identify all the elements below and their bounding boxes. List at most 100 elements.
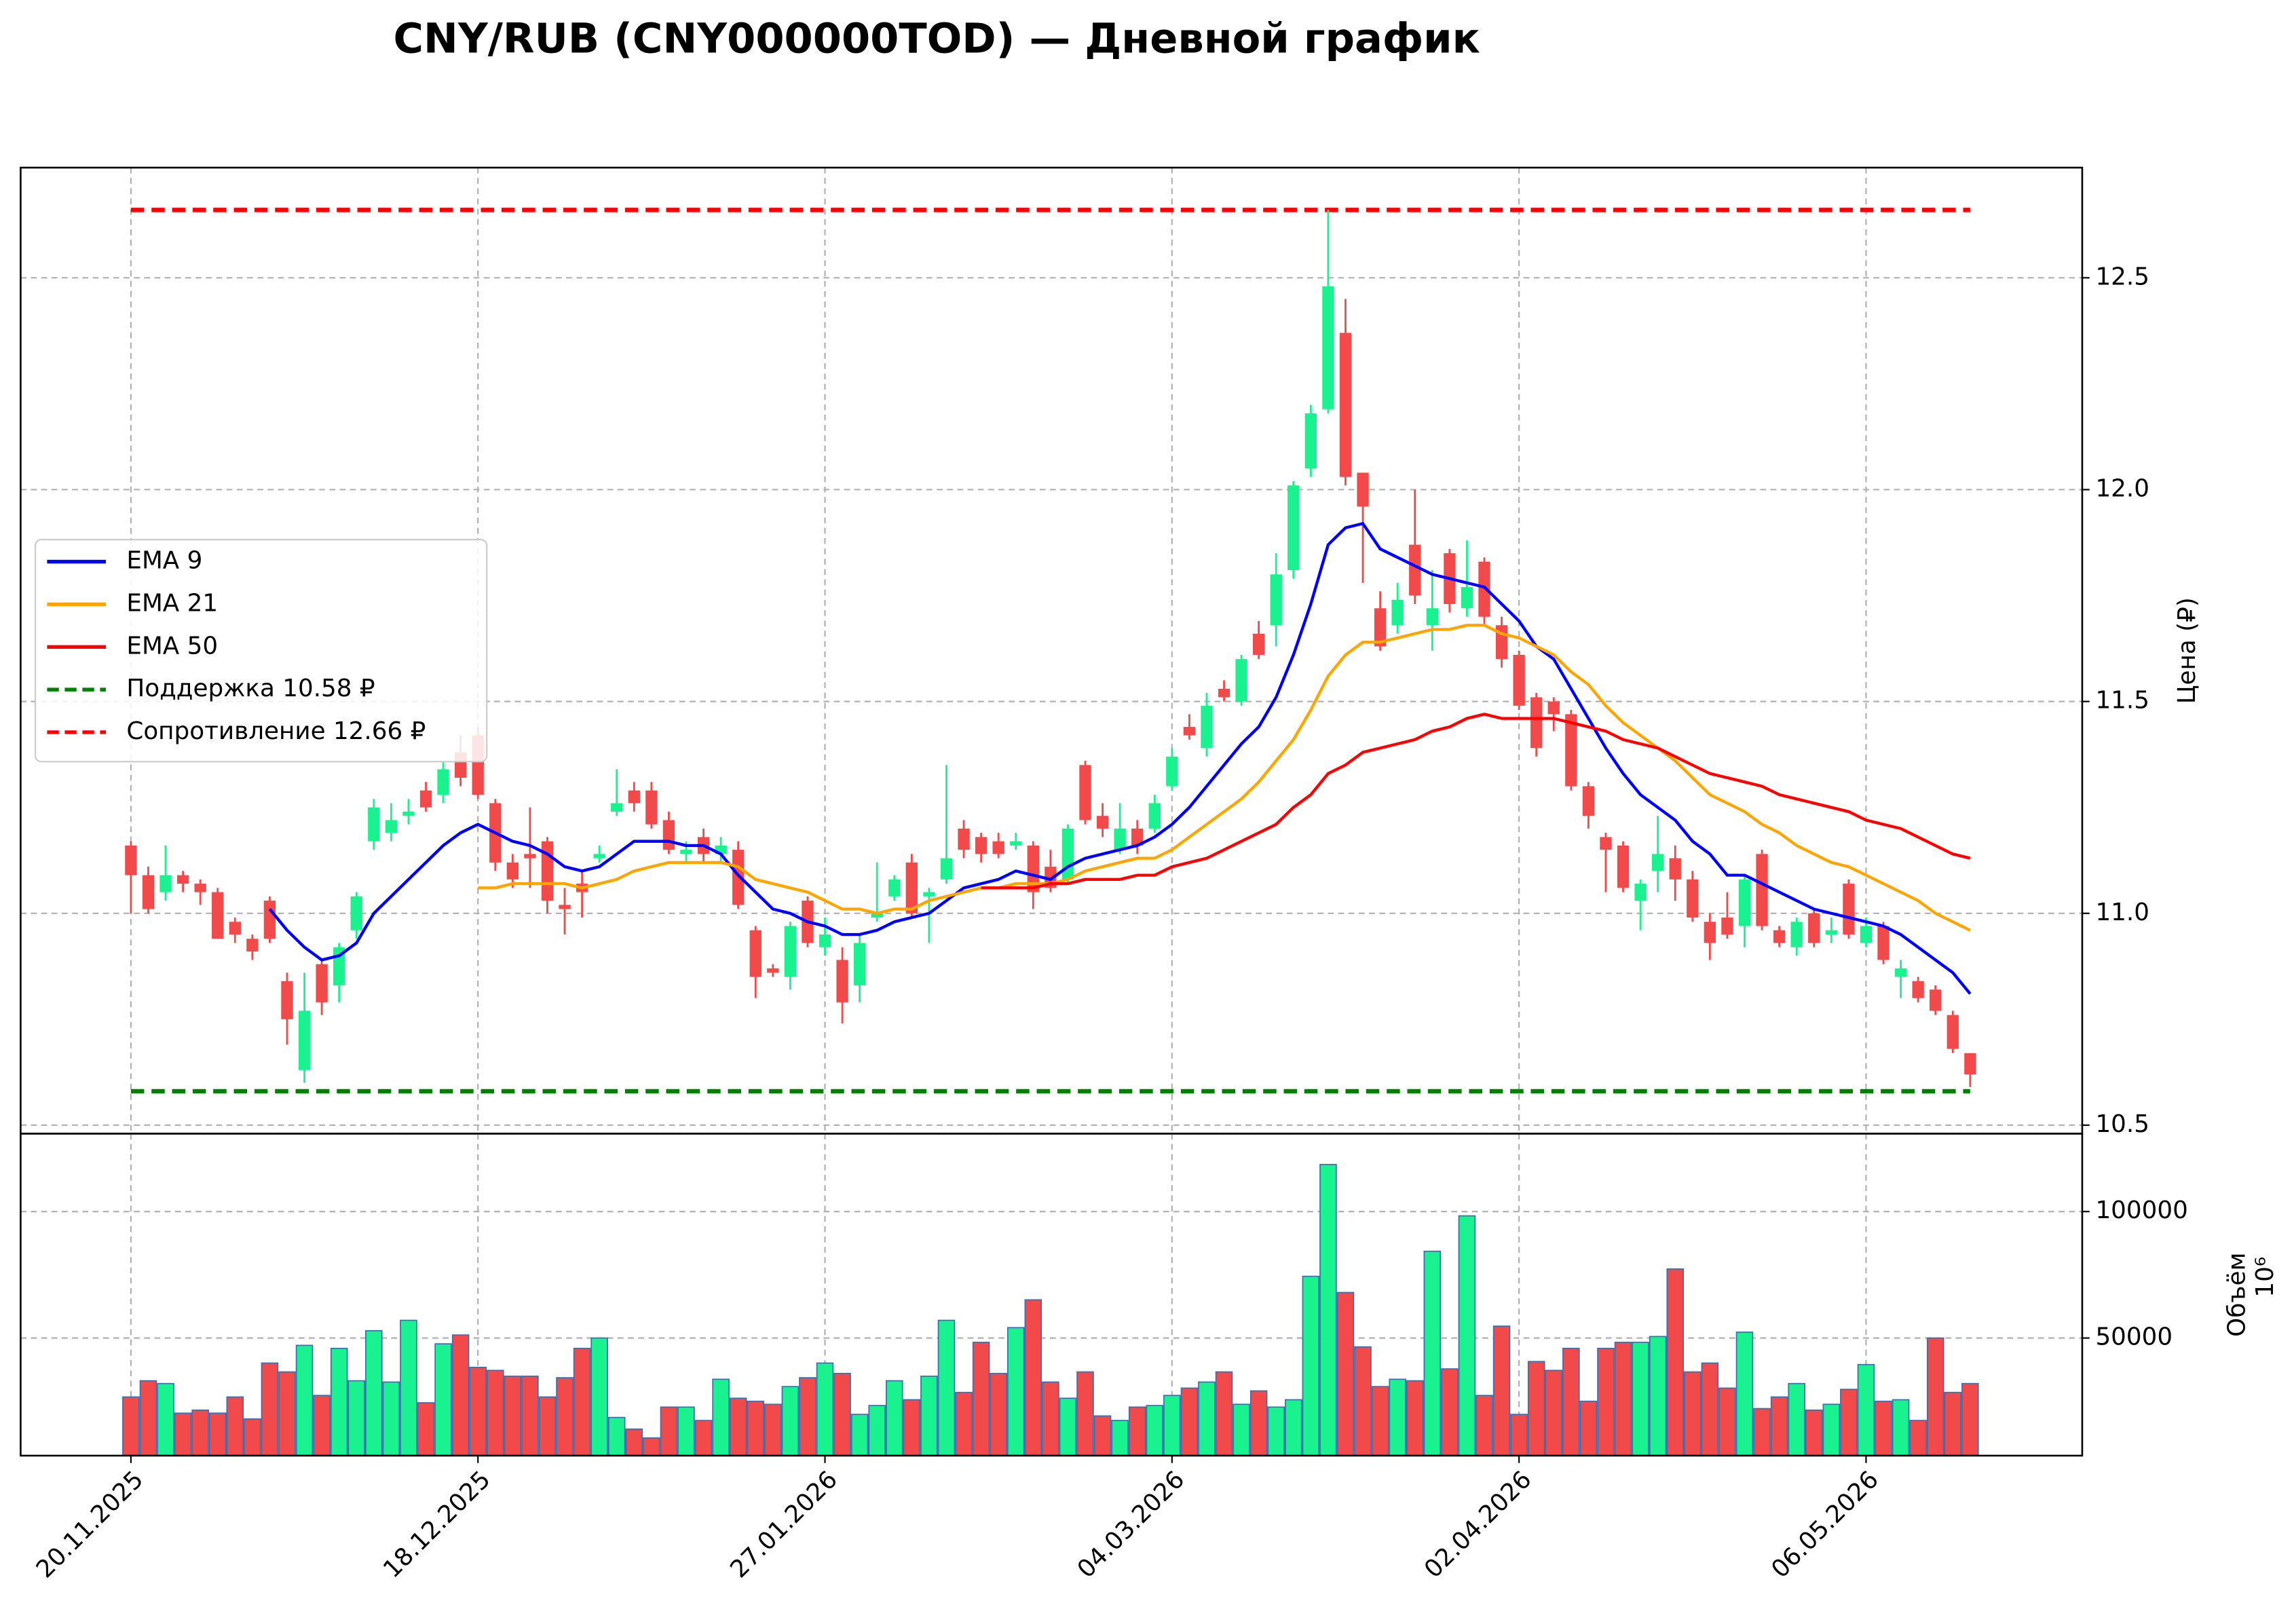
volume-bar (486, 1370, 504, 1456)
volume-bar (1649, 1336, 1667, 1456)
volume-bar (1718, 1387, 1736, 1456)
volume-bar (556, 1377, 574, 1456)
axis-offset-label: 10⁶ (2251, 1257, 2279, 1298)
candle-body (1409, 544, 1421, 596)
volume-bar (972, 1342, 990, 1456)
candle-body (1287, 485, 1300, 571)
volume-bar (955, 1391, 973, 1456)
volume-bar (920, 1376, 938, 1456)
volume-bar (295, 1344, 314, 1456)
volume-bar (1684, 1371, 1701, 1456)
candle-body (1270, 574, 1282, 626)
candle-body (1148, 803, 1161, 829)
ema-line (478, 624, 1971, 932)
volume-bar (1788, 1382, 1805, 1456)
candle-body (212, 892, 224, 939)
volume-bar (816, 1362, 834, 1456)
volume-bar (521, 1376, 539, 1456)
candle-body (1756, 854, 1768, 926)
candle-body (1843, 884, 1855, 935)
candle-body (1547, 701, 1560, 715)
candle-body (246, 939, 259, 951)
volume-bar (729, 1397, 747, 1456)
candle-body (125, 845, 137, 875)
candle-body (1304, 413, 1317, 469)
candle-body (1339, 333, 1352, 477)
candle-body (767, 968, 779, 973)
volume-bar (347, 1380, 366, 1456)
volume-bar (191, 1409, 209, 1456)
volume-bar (1926, 1337, 1944, 1456)
volume-bar (1163, 1395, 1181, 1456)
candle-body (1669, 858, 1681, 880)
candle-body (611, 803, 623, 812)
legend-label: Поддержка 10.58 ₽ (126, 675, 375, 702)
candle-body (194, 884, 206, 892)
volume-bar (747, 1400, 765, 1456)
candle-body (159, 875, 172, 892)
candle-body (628, 790, 640, 804)
candle-body (419, 790, 432, 808)
candle-body (506, 862, 519, 880)
volume-bar (1527, 1361, 1545, 1456)
candle-body (593, 854, 605, 858)
candle-body (281, 981, 293, 1019)
candle-body (1010, 841, 1022, 846)
candle-body (940, 858, 953, 880)
volume-bar (1093, 1415, 1112, 1456)
candle-body (1721, 918, 1733, 935)
candle-body (1513, 654, 1525, 706)
candle-body (1218, 688, 1230, 698)
volume-bar (885, 1380, 903, 1456)
candle-body (1235, 659, 1247, 702)
volume-bar (1285, 1399, 1302, 1456)
candle-body (1183, 727, 1196, 736)
volume-bar (1944, 1391, 1962, 1456)
candle-body (853, 943, 866, 985)
candle-body (385, 820, 398, 833)
candle-body (1374, 608, 1387, 647)
volume-bar (1233, 1403, 1250, 1456)
volume-bar (157, 1382, 174, 1456)
candle-body (1027, 845, 1039, 892)
volume-bar (1892, 1399, 1910, 1456)
candle-body (836, 960, 848, 1002)
candle-body (298, 1011, 311, 1070)
candle-body (1114, 828, 1126, 850)
candle-body (559, 905, 571, 909)
y-tick-label: 100000 (2095, 1196, 2187, 1224)
candle-body (1912, 981, 1924, 998)
volume-bar (1666, 1268, 1685, 1456)
candle-body (142, 875, 155, 909)
volume-bar (833, 1372, 851, 1456)
candle-body (1166, 756, 1178, 787)
y-axis-label: Цена (₽) (2173, 597, 2201, 704)
chart-title: CNY/RUB (CNY000000TOD) — Дневной график (394, 15, 1480, 62)
volume-bar (1180, 1387, 1199, 1456)
candle-body (1600, 837, 1612, 850)
candle-body (992, 841, 1004, 854)
volume-bar (1822, 1403, 1841, 1456)
legend: EMA 9 EMA 21 EMA 50 Поддержка 10.58 ₽ Сопрот… (34, 539, 488, 763)
volume-bar (1128, 1406, 1146, 1456)
candle-body (1582, 786, 1595, 816)
volume-bar (1545, 1370, 1563, 1456)
plot-frame (20, 1133, 2084, 1457)
y-tick-label: 11.0 (2095, 899, 2149, 926)
volume-bar (1267, 1406, 1285, 1456)
volume-bar (850, 1414, 869, 1456)
volume-bar (1198, 1381, 1216, 1456)
y-tick-label: 12.0 (2095, 474, 2149, 502)
candle-body (1773, 930, 1786, 943)
y-axis-label: Объём (2223, 1253, 2251, 1337)
candle-body (1201, 705, 1213, 749)
candle-body (680, 850, 692, 854)
candle-body (350, 896, 362, 930)
candle-body (1617, 845, 1630, 888)
y-tick-label: 10.5 (2095, 1110, 2149, 1138)
volume-bar (660, 1406, 678, 1456)
candle-body (871, 913, 883, 918)
volume-bar (1249, 1390, 1268, 1456)
candle-body (524, 854, 536, 858)
